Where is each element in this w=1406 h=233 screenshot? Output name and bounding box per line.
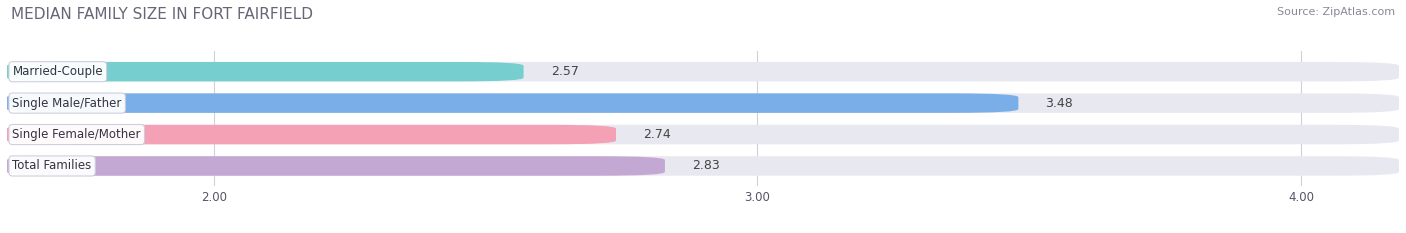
Text: MEDIAN FAMILY SIZE IN FORT FAIRFIELD: MEDIAN FAMILY SIZE IN FORT FAIRFIELD: [11, 7, 314, 22]
Text: Married-Couple: Married-Couple: [13, 65, 103, 78]
FancyBboxPatch shape: [7, 93, 1399, 113]
Text: Total Families: Total Families: [13, 159, 91, 172]
Text: 2.57: 2.57: [551, 65, 579, 78]
Text: 3.48: 3.48: [1046, 97, 1073, 110]
Text: Single Female/Mother: Single Female/Mother: [13, 128, 141, 141]
FancyBboxPatch shape: [7, 93, 1018, 113]
FancyBboxPatch shape: [7, 156, 1399, 176]
Text: Source: ZipAtlas.com: Source: ZipAtlas.com: [1277, 7, 1395, 17]
FancyBboxPatch shape: [7, 125, 616, 144]
FancyBboxPatch shape: [7, 156, 665, 176]
FancyBboxPatch shape: [7, 62, 1399, 81]
Text: Single Male/Father: Single Male/Father: [13, 97, 122, 110]
FancyBboxPatch shape: [7, 62, 523, 81]
Text: 2.74: 2.74: [643, 128, 671, 141]
FancyBboxPatch shape: [7, 125, 1399, 144]
Text: 2.83: 2.83: [692, 159, 720, 172]
